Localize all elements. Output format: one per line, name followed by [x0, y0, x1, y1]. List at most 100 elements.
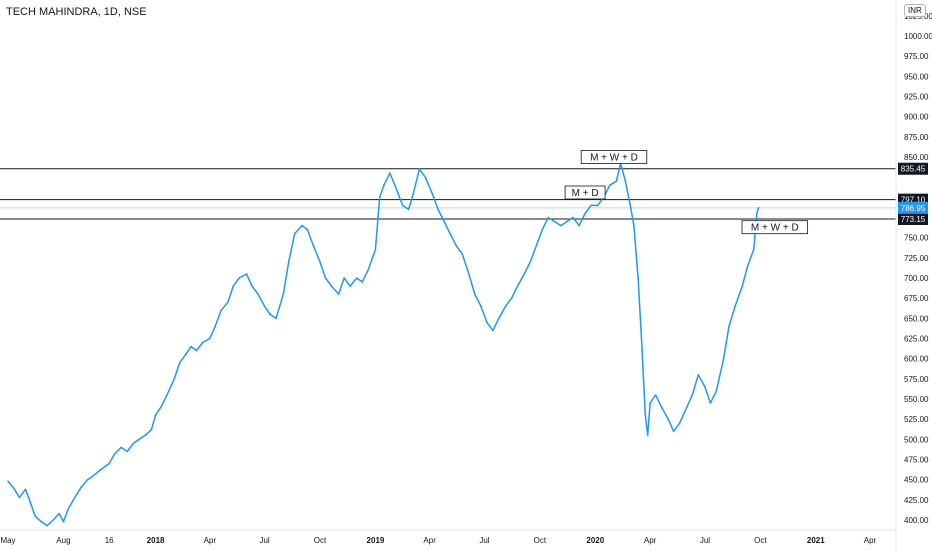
price-point [640, 341, 643, 344]
level-badge-text: 797.10 [901, 196, 926, 205]
price-point [184, 353, 187, 356]
price-point [150, 428, 153, 431]
level-badge-text: 773.15 [901, 215, 926, 224]
price-point [615, 180, 618, 182]
price-point [232, 285, 235, 287]
price-point [566, 220, 568, 223]
price-point [498, 317, 500, 320]
price-point [529, 261, 532, 263]
price-point [383, 184, 385, 186]
price-point [62, 520, 65, 523]
price-point [195, 349, 198, 352]
price-point [486, 321, 488, 324]
price-point [337, 293, 340, 295]
x-tick-label: Apr [423, 536, 436, 545]
price-point [126, 450, 129, 453]
price-point [275, 317, 277, 320]
price-point [418, 168, 421, 170]
price-point [596, 204, 599, 207]
x-tick-label: Apr [204, 536, 217, 545]
annotation-box [580, 150, 648, 164]
price-point [144, 434, 147, 437]
price-point [166, 394, 168, 396]
price-point [367, 269, 370, 271]
price-point [492, 329, 494, 332]
price-point [697, 374, 700, 376]
price-point [691, 394, 694, 396]
price-point [361, 281, 364, 283]
price-line [7, 162, 760, 527]
price-point [306, 228, 309, 231]
price-point [86, 478, 89, 481]
price-point [209, 337, 211, 340]
x-tick-label: 2021 [807, 536, 825, 545]
price-point [401, 204, 404, 207]
x-tick-label: Oct [314, 536, 327, 545]
annotation: M + W + D [580, 150, 648, 164]
price-badges: 835.45 797.10 773.15 786.95 [898, 162, 928, 225]
x-tick-label: Apr [864, 536, 877, 545]
x-tick-label: Jul [700, 536, 710, 545]
price-point [474, 293, 476, 295]
x-tick-label: 2020 [586, 536, 604, 545]
price-point [461, 253, 464, 255]
price-point [667, 418, 669, 421]
price-point [24, 488, 27, 491]
y-tick-label: 475.00 [904, 456, 929, 465]
y-tick-label: 450.00 [904, 476, 929, 485]
price-point [437, 208, 439, 211]
y-tick-label: 925.00 [904, 93, 929, 102]
price-point [407, 208, 410, 211]
price-point [356, 277, 358, 279]
y-tick-label: 725.00 [904, 254, 929, 263]
price-point [389, 172, 391, 174]
currency-label[interactable]: INR [904, 4, 926, 17]
price-point [672, 430, 675, 433]
price-point [756, 212, 758, 215]
price-point [30, 503, 32, 505]
price-point [282, 293, 285, 295]
price-point [108, 462, 110, 465]
price-point [709, 402, 712, 404]
x-tick-label: Oct [754, 536, 767, 545]
y-tick-label: 850.00 [904, 153, 929, 162]
price-point [40, 520, 42, 523]
price-point [92, 474, 95, 477]
price-point [757, 207, 760, 209]
price-point [541, 228, 544, 231]
price-point [584, 212, 586, 215]
price-point [132, 442, 135, 445]
price-point [678, 422, 681, 425]
price-point [516, 285, 519, 287]
level-badge: 835.45 [898, 162, 928, 175]
price-point [312, 244, 315, 247]
annotation: M + D [564, 185, 606, 200]
price-point [220, 309, 222, 312]
last-price-badge-box [898, 201, 928, 214]
price-point [633, 224, 635, 227]
y-tick-label: 975.00 [904, 52, 929, 61]
price-point [535, 244, 538, 247]
price-point [18, 496, 21, 499]
annotation-text: M + W + D [751, 223, 799, 234]
price-point [590, 204, 592, 207]
annotation: M + W + D [741, 220, 809, 235]
level-badge-box [898, 162, 928, 175]
y-tick-label: 675.00 [904, 294, 929, 303]
x-tick-label: 2019 [367, 536, 385, 545]
price-point [287, 261, 290, 263]
price-point [227, 301, 229, 304]
x-tick-label: Apr [644, 536, 657, 545]
price-point [504, 305, 507, 308]
x-tick-label: Oct [534, 536, 547, 545]
level-badge: 773.15 [898, 212, 928, 225]
y-tick-label: 575.00 [904, 375, 929, 384]
price-point [58, 512, 60, 515]
price-point [560, 224, 562, 227]
price-axis[interactable]: 1025.001000.00975.00950.00925.00900.0087… [904, 12, 932, 525]
price-point [74, 496, 76, 499]
time-axis[interactable]: May Aug 16 2018 Apr Jul Oct 2019 Apr Jul Oct 2020 Ap… [0, 536, 876, 545]
price-point [238, 277, 241, 279]
y-tick-label: 425.00 [904, 496, 929, 505]
